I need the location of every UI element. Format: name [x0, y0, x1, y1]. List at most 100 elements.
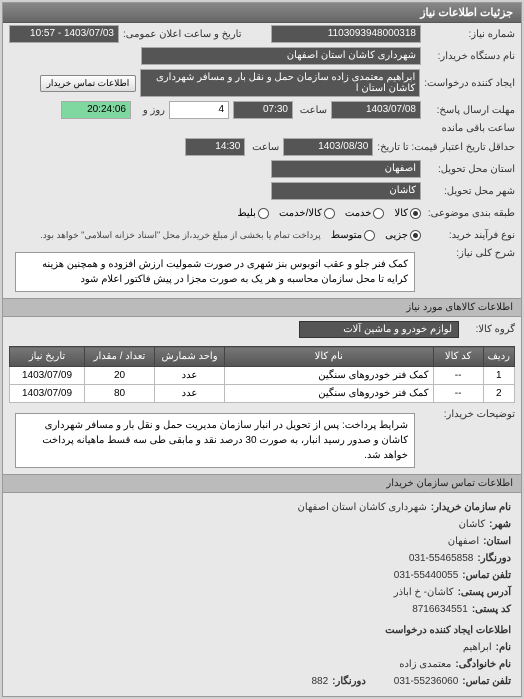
contact-row: نام خانوادگی:معتمدی زاده	[13, 656, 511, 673]
contact-pre-k: دورنگار:	[477, 550, 511, 567]
buyer-org-field: شهرداری کاشان استان اصفهان	[141, 47, 421, 65]
row-buyer-note: توضیحات خریدار: شرایط پرداخت: پس از تحوی…	[3, 407, 521, 474]
contact-city-k: شهر:	[489, 516, 511, 533]
radio-label: متوسط	[331, 230, 362, 241]
desc-label: شرح کلی نیاز:	[425, 248, 515, 259]
cell-code: --	[433, 385, 483, 403]
radio-label: خدمت	[345, 208, 372, 219]
desc-box: کمک فنر جلو و عقب اتوبوس بنز شهری در صور…	[15, 252, 415, 292]
remain-time-field: 20:24:06	[61, 101, 131, 119]
cell-unit: عدد	[155, 367, 225, 385]
cell-unit: عدد	[155, 385, 225, 403]
col-qty: تعداد / مقدار	[85, 347, 155, 367]
contact-row: تلفن تماس:031-55236060 دورنگار:882	[13, 673, 511, 690]
contact-name-k: نام:	[496, 639, 511, 656]
radio-item-goods[interactable]: کالا	[394, 208, 421, 219]
radio-icon	[410, 230, 421, 241]
contact-row: نام:ابراهیم	[13, 639, 511, 656]
contact-fax2-v: 882	[311, 673, 328, 690]
col-index: ردیف	[483, 347, 514, 367]
buyer-note-box: شرایط پرداخت: پس از تحویل در انبار سازما…	[15, 413, 415, 468]
radio-icon	[324, 208, 335, 219]
contact-row: دورنگار:031-55465858	[13, 550, 511, 567]
req-contact-title: اطلاعات ایجاد کننده درخواست	[385, 622, 511, 639]
cell-index: 1	[483, 367, 514, 385]
items-section-title: اطلاعات کالاهای مورد نیاز	[3, 298, 521, 317]
contact-lname-v: معتمدی زاده	[399, 656, 451, 673]
cell-date: 1403/07/09	[10, 385, 85, 403]
validity-time-field: 14:30	[185, 138, 245, 156]
contact-section-title: اطلاعات تماس سازمان خریدار	[3, 474, 521, 493]
contact-row: اطلاعات ایجاد کننده درخواست	[13, 622, 511, 639]
sell-type-label: طبقه بندی موضوعی:	[425, 208, 515, 219]
radio-label: کالا/خدمت	[279, 208, 322, 219]
radio-item-both[interactable]: کالا/خدمت	[279, 208, 335, 219]
delivery-city-label: شهر محل تحویل:	[425, 186, 515, 197]
contact-lname-k: نام خانوادگی:	[455, 656, 511, 673]
row-desc: شرح کلی نیاز: کمک فنر جلو و عقب اتوبوس ب…	[3, 246, 521, 298]
table-row[interactable]: 2 -- کمک فنر خودروهای سنگین عدد 80 1403/…	[10, 385, 515, 403]
group-label: گروه کالا:	[465, 324, 515, 335]
contact-section: نام سازمان خریدار:شهرداری کاشان استان اص…	[3, 493, 521, 696]
contact-addr-k: آدرس پستی:	[458, 584, 511, 601]
radio-icon	[258, 208, 269, 219]
radio-item-medium[interactable]: متوسط	[331, 230, 375, 241]
contact-post-v: 8716634551	[412, 601, 468, 618]
table-row[interactable]: 1 -- کمک فنر خودروهای سنگین عدد 20 1403/…	[10, 367, 515, 385]
contact-city-v: کاشان	[459, 516, 486, 533]
row-creator: ایجاد کننده درخواست: ابراهیم معتمدی زاده…	[3, 67, 521, 99]
radio-label: کالا	[394, 208, 408, 219]
row-group: گروه کالا: لوازم خودرو و ماشین آلات	[3, 317, 521, 342]
public-date-label: تاریخ و ساعت اعلان عمومی:	[123, 29, 242, 40]
radio-icon	[373, 208, 384, 219]
payment-note: پرداخت تمام یا بخشی از مبلغ خرید،از محل …	[34, 228, 326, 243]
contact-row: کد پستی:8716634551	[13, 601, 511, 618]
deadline-label: مهلت ارسال پاسخ:	[425, 105, 515, 116]
cell-index: 2	[483, 385, 514, 403]
col-name: نام کالا	[225, 347, 434, 367]
cell-code: --	[433, 367, 483, 385]
cell-name: کمک فنر خودروهای سنگین	[225, 367, 434, 385]
cell-name: کمک فنر خودروهای سنگین	[225, 385, 434, 403]
cell-date: 1403/07/09	[10, 367, 85, 385]
row-delivery-prov: استان محل تحویل: اصفهان	[3, 158, 521, 180]
radio-item-ticket[interactable]: بلیط	[237, 208, 269, 219]
contact-tel2-v: 031-55236060	[394, 673, 459, 690]
public-date-field: 1403/07/03 - 10:57	[9, 25, 119, 43]
days-label: روز و	[135, 105, 165, 116]
items-table: ردیف کد کالا نام کالا واحد شمارش تعداد /…	[9, 346, 515, 403]
row-buyer-org: نام دستگاه خریدار: شهرداری کاشان استان ا…	[3, 45, 521, 67]
contact-addr-v: کاشان- خ اباذر	[394, 584, 454, 601]
req-no-label: شماره نیاز:	[425, 29, 515, 40]
radio-icon	[410, 208, 421, 219]
process-label: نوع فرآیند خرید:	[425, 230, 515, 241]
remain-label: ساعت باقی مانده	[442, 123, 515, 134]
row-process: نوع فرآیند خرید: جزیی متوسط پرداخت تمام …	[3, 224, 521, 246]
contact-row: استان:اصفهان	[13, 533, 511, 550]
radio-item-service[interactable]: خدمت	[345, 208, 385, 219]
row-req-no: شماره نیاز: 1103093948000318 تاریخ و ساع…	[3, 23, 521, 45]
contact-row: آدرس پستی:کاشان- خ اباذر	[13, 584, 511, 601]
contact-org-v: شهرداری کاشان استان اصفهان	[298, 499, 427, 516]
contact-fax2-k: دورنگار:	[332, 673, 366, 690]
buyer-note-label: توضیحات خریدار:	[425, 409, 515, 420]
col-date: تاریخ نیاز	[10, 347, 85, 367]
delivery-prov-field: اصفهان	[271, 160, 421, 178]
group-field: لوازم خودرو و ماشین آلات	[299, 321, 459, 338]
col-unit: واحد شمارش	[155, 347, 225, 367]
contact-post-k: کد پستی:	[472, 601, 511, 618]
creator-field: ابراهیم معتمدی زاده سازمان حمل و نقل بار…	[140, 69, 420, 97]
buyer-org-label: نام دستگاه خریدار:	[425, 51, 515, 62]
contact-row: نام سازمان خریدار:شهرداری کاشان استان اص…	[13, 499, 511, 516]
contact-prov-v: اصفهان	[448, 533, 479, 550]
contact-org-k: نام سازمان خریدار:	[431, 499, 511, 516]
panel-header: جزئیات اطلاعات نیاز	[3, 3, 521, 23]
creator-label: ایجاد کننده درخواست:	[424, 78, 515, 89]
delivery-prov-label: استان محل تحویل:	[425, 164, 515, 175]
contact-info-button[interactable]: اطلاعات تماس خریدار	[40, 75, 137, 92]
radio-label: بلیط	[237, 208, 256, 219]
radio-item-minor[interactable]: جزیی	[385, 230, 421, 241]
radio-label: جزیی	[385, 230, 408, 241]
time-label-1: ساعت	[297, 105, 327, 116]
validity-label: حداقل تاریخ اعتبار قیمت: تا تاریخ:	[377, 142, 515, 153]
